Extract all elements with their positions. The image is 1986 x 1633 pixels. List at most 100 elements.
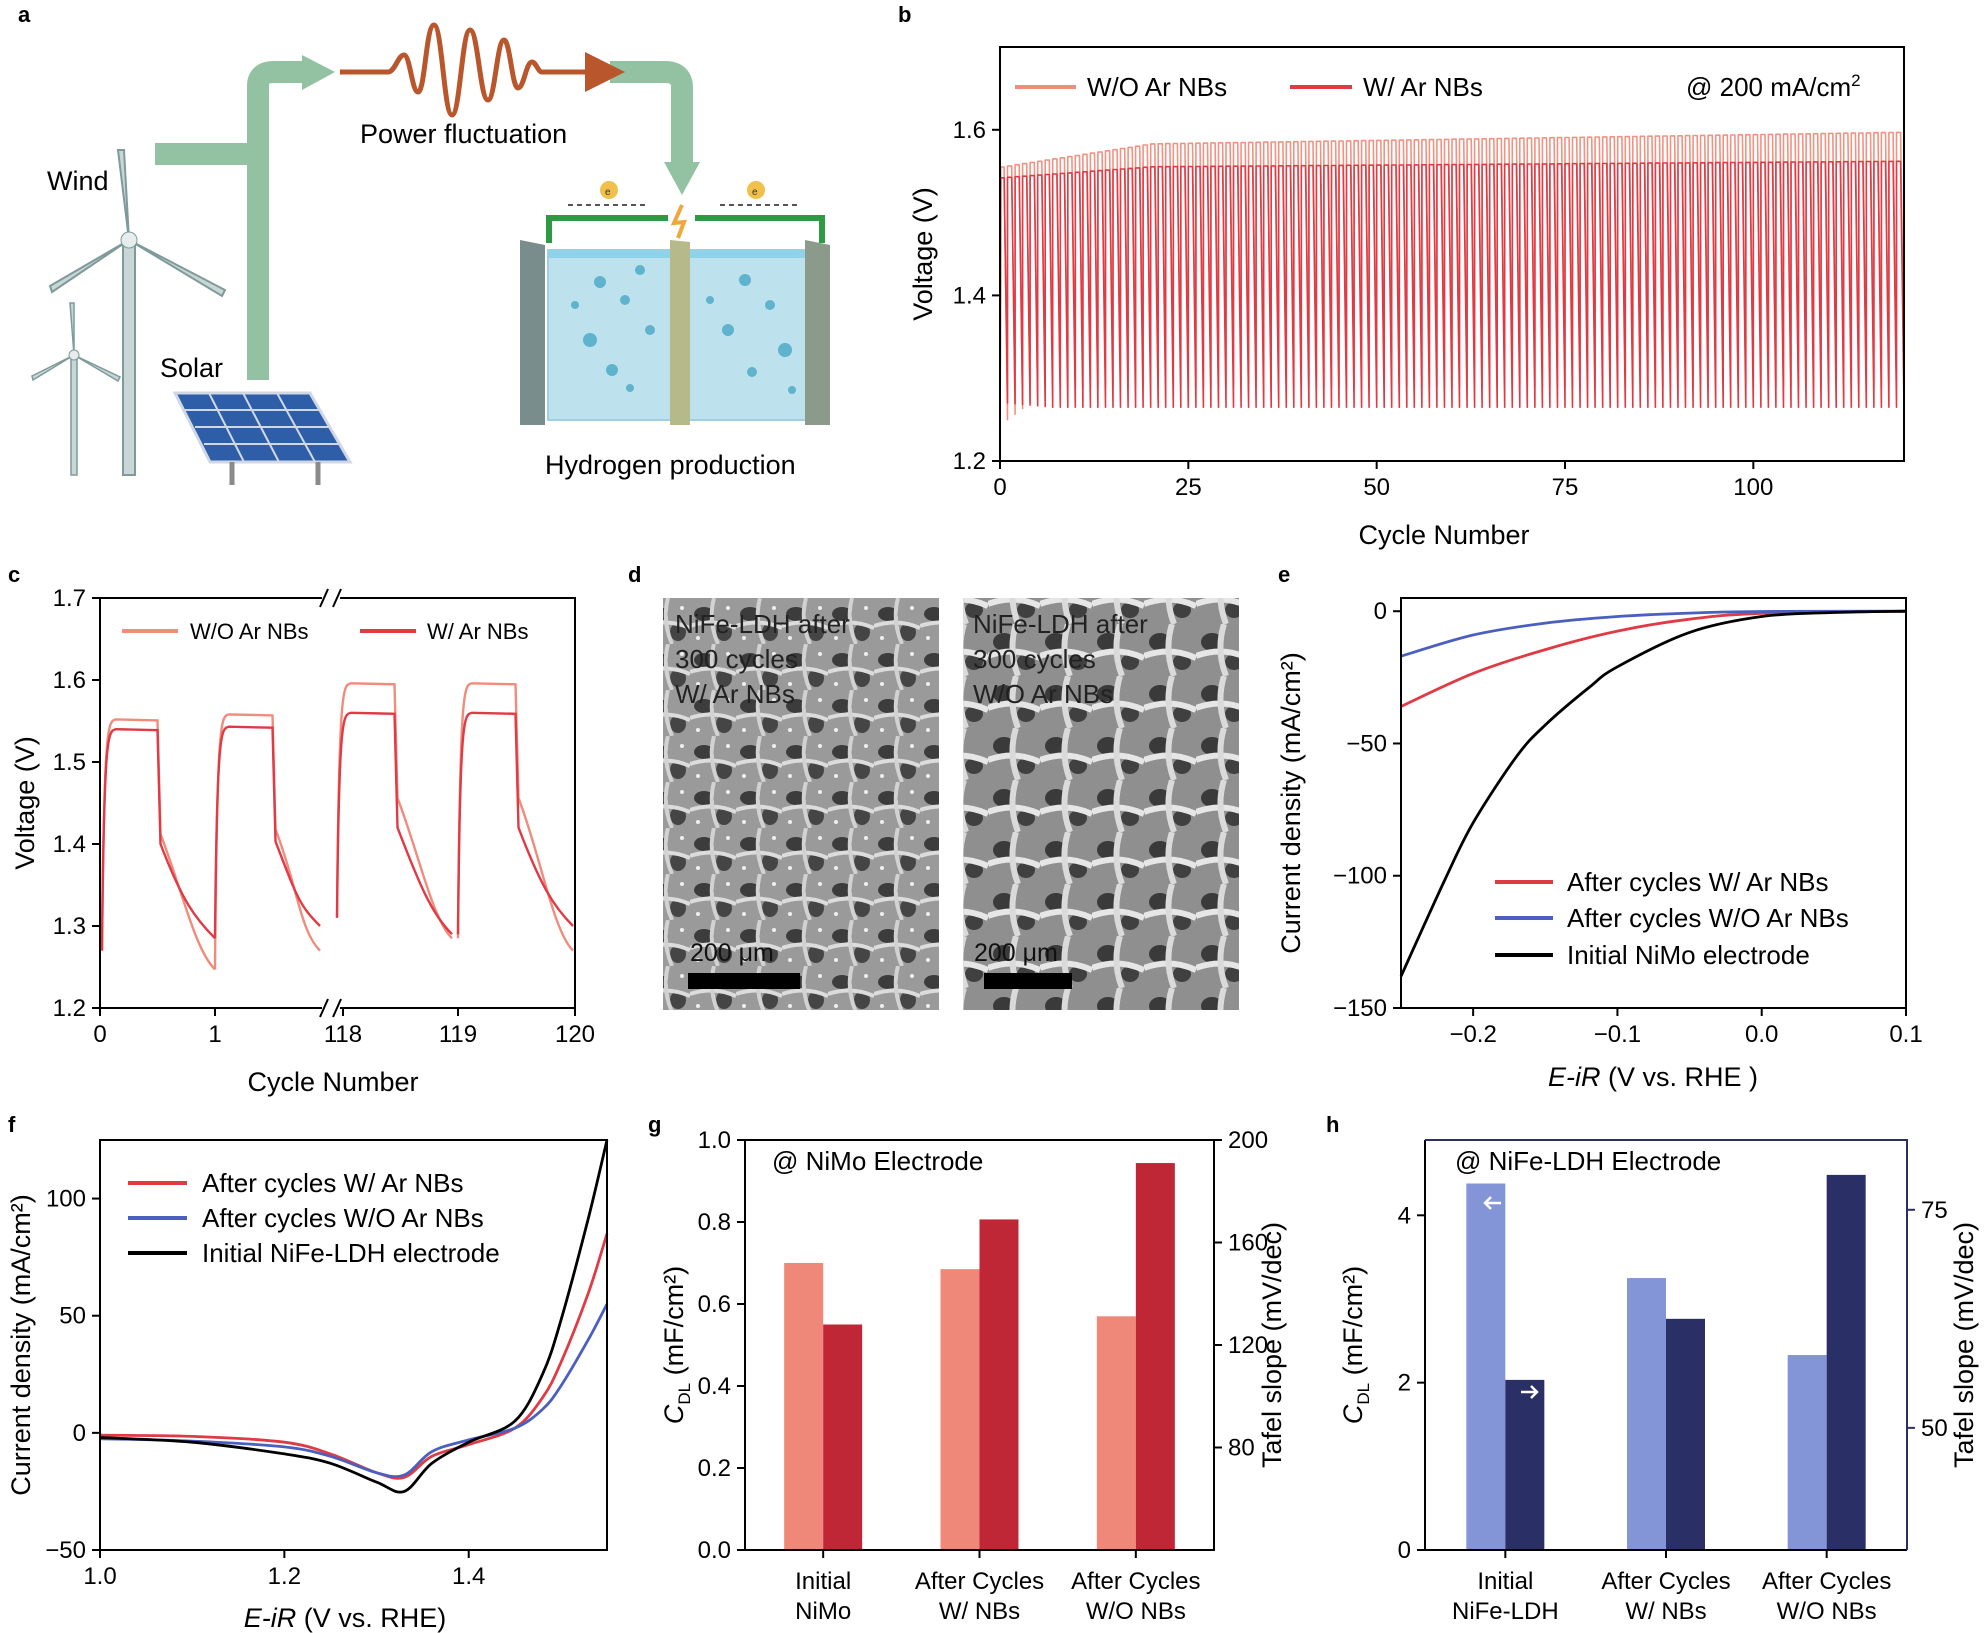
solar-label: Solar xyxy=(160,353,223,383)
sem-right-scale-label: 200 μm xyxy=(974,939,1058,967)
h-plot-frame-right xyxy=(1425,1139,1908,1550)
e-legend-w: After cycles W/ Ar NBs xyxy=(1567,867,1829,897)
f-ytick-label: −50 xyxy=(45,1537,86,1564)
e-legend-initial: Initial NiMo electrode xyxy=(1567,940,1810,970)
c-xtick-label: 1 xyxy=(208,1021,221,1048)
h-bar-tafel xyxy=(1666,1318,1705,1550)
h-left-ytick-label: 0 xyxy=(1398,1537,1411,1564)
panel-b-label: b xyxy=(898,2,911,27)
panel-e-label: e xyxy=(1278,562,1290,587)
panel-f: f 1.0 1.2 1.4 −50 0 50 100 After cycles W/ Ar … xyxy=(6,1112,609,1633)
b-series-w-line xyxy=(999,160,1905,462)
c-legend: W/O Ar NBs W/ Ar NBs xyxy=(122,619,528,644)
panel-d: d NiFe-LDH after 300 cycles W/ Ar NBs Ni… xyxy=(628,562,1239,1010)
e-xlabel: E-iR (V vs. RHE ) xyxy=(1548,1062,1758,1092)
f-ytick-label: 100 xyxy=(46,1186,86,1213)
f-xtick-label: 1.0 xyxy=(83,1563,116,1590)
e-plot-frame xyxy=(1400,597,1907,1009)
power-flow-arrow-down xyxy=(610,61,693,165)
h-plot-frame-left xyxy=(1424,1140,1907,1551)
arrow-head-icon xyxy=(302,55,335,90)
e-ticks: −0.2 −0.1 0.0 0.1 0 −50 −100 −150 xyxy=(1333,598,1923,1048)
fluctuation-label: Power fluctuation xyxy=(360,119,567,149)
h-bar-cdl xyxy=(1787,1355,1827,1550)
f-series-w-line xyxy=(99,1233,609,1480)
c-plot-frame xyxy=(99,597,576,1009)
g-plot-frame xyxy=(744,1139,1215,1551)
h-right-arrow-icon xyxy=(1521,1385,1539,1399)
b-annotation-sup: 2 xyxy=(1851,71,1860,90)
e-xtick-label: −0.1 xyxy=(1594,1021,1641,1048)
h-series xyxy=(1466,1174,1866,1550)
g-xtick-label-line2: W/O NBs xyxy=(1086,1598,1186,1625)
h-xtick-label-line2: W/O NBs xyxy=(1777,1598,1877,1625)
panel-g: g 0.0 0.2 0.4 0.6 0.8 1.0 80 120 160 200 Initial Ni… xyxy=(648,1112,1287,1625)
g-left-ytick-label: 0.4 xyxy=(698,1373,731,1400)
panel-d-label: d xyxy=(628,562,641,587)
sem-right-note-3: W/O Ar NBs xyxy=(973,679,1113,709)
c-legend-w: W/ Ar NBs xyxy=(427,619,528,644)
b-legend: W/O Ar NBs W/ Ar NBs @ 200 mA/cm2 xyxy=(1015,71,1861,102)
h-annotation: @ NiFe-LDH Electrode xyxy=(1455,1146,1721,1176)
c-ytick-label: 1.7 xyxy=(53,585,86,612)
b-ticks: 0 25 50 75 100 1.2 1.4 1.6 xyxy=(953,117,1774,501)
g-right-ytick-label: 200 xyxy=(1228,1127,1268,1154)
g-bar-tafel xyxy=(979,1219,1019,1550)
c-xtick-label: 0 xyxy=(93,1021,106,1048)
h-left-arrow-icon xyxy=(1483,1196,1501,1210)
sem-right-note-2: 300 cycles xyxy=(973,644,1096,674)
panel-h: h 0 2 4 50 75 Initial NiFe-LDH After Cycles W/ N… xyxy=(1326,1112,1979,1625)
panel-e: e −0.2 −0.1 0.0 0.1 0 −50 −100 −150 After cycle… xyxy=(1276,562,1923,1092)
c-xtick-label: 118 xyxy=(324,1021,362,1048)
b-ylabel: Voltage (V) xyxy=(908,187,938,321)
g-left-ytick-label: 0.2 xyxy=(698,1455,731,1482)
e-ytick-label: −100 xyxy=(1333,863,1387,890)
h-bar-cdl xyxy=(1466,1183,1506,1550)
c-ylabel: Voltage (V) xyxy=(10,736,40,870)
g-annotation: @ NiMo Electrode xyxy=(772,1146,983,1176)
e-legend: After cycles W/ Ar NBs After cycles W/O … xyxy=(1495,867,1849,970)
g-left-ytick-label: 0.0 xyxy=(698,1537,731,1564)
f-legend: After cycles W/ Ar NBs After cycles W/O … xyxy=(128,1168,500,1268)
g-ylabel-left: CDL (mF/cm²) xyxy=(659,1266,694,1424)
panel-g-label: g xyxy=(648,1112,661,1137)
e-series-w-line xyxy=(1400,609,1907,708)
f-xtick-label: 1.2 xyxy=(268,1563,301,1590)
c-ytick-label: 1.4 xyxy=(53,831,86,858)
b-annotation: @ 200 mA/cm2 xyxy=(1686,71,1861,102)
h-ticks: 0 2 4 50 75 Initial NiFe-LDH After Cycles W/ NBs… xyxy=(1398,1197,1948,1625)
h-ylabel-left: CDL (mF/cm²) xyxy=(1338,1266,1373,1424)
f-xtick-label: 1.4 xyxy=(452,1563,485,1590)
electron-label-1: e xyxy=(605,187,611,198)
c-xtick-label: 119 xyxy=(439,1021,477,1048)
h-xtick-label-line2: W/ NBs xyxy=(1625,1598,1706,1625)
e-xtick-label: 0.0 xyxy=(1745,1021,1778,1048)
h-xtick-label-line1: Initial xyxy=(1477,1568,1533,1595)
e-xlabel-italic: E-iR xyxy=(1548,1062,1601,1092)
c-legend-wo: W/O Ar NBs xyxy=(190,619,309,644)
g-left-ytick-label: 1.0 xyxy=(698,1127,731,1154)
panel-f-label: f xyxy=(8,1112,16,1137)
f-ytick-label: 0 xyxy=(73,1420,86,1447)
g-ylabel-rest: (mF/cm²) xyxy=(659,1266,689,1383)
wind-label: Wind xyxy=(47,166,109,196)
f-ytick-label: 50 xyxy=(59,1303,86,1330)
electrolyzer-icon xyxy=(520,181,830,425)
g-left-ytick-label: 0.8 xyxy=(698,1209,731,1236)
b-ytick-label: 1.6 xyxy=(953,117,986,144)
c-series xyxy=(100,682,574,971)
wind-turbine-icon xyxy=(31,149,227,476)
e-series xyxy=(1399,609,1907,977)
panel-c-label: c xyxy=(8,562,20,587)
e-ytick-label: −150 xyxy=(1333,995,1387,1022)
b-xtick-label: 50 xyxy=(1363,474,1390,501)
b-ytick-label: 1.2 xyxy=(953,448,986,475)
e-ylabel: Current density (mA/cm²) xyxy=(1276,652,1306,954)
electron-label-2: e xyxy=(752,187,758,198)
b-ytick-label: 1.4 xyxy=(953,282,986,309)
b-xtick-label: 100 xyxy=(1733,474,1773,501)
c-axis-break xyxy=(319,588,342,1018)
g-xtick-label-line1: After Cycles xyxy=(915,1568,1044,1595)
f-legend-initial: Initial NiFe-LDH electrode xyxy=(202,1238,500,1268)
